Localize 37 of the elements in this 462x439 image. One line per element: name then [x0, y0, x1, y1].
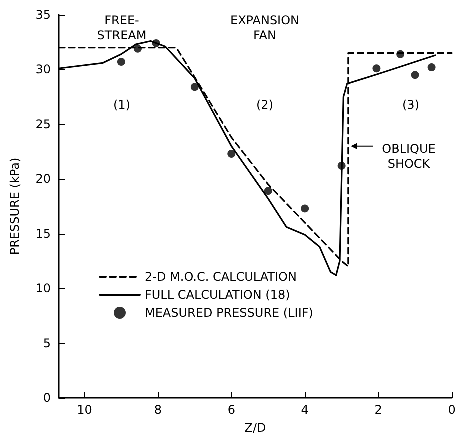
x-tick-label: 10: [77, 403, 92, 417]
legend-label: MEASURED PRESSURE (LIIF): [145, 306, 314, 320]
point: [372, 64, 381, 73]
annotation: (1): [114, 98, 130, 112]
point: [117, 58, 126, 66]
annotation: FREE- STREAM: [97, 14, 147, 42]
annotation: (2): [256, 98, 274, 112]
x-tick-label: 2: [374, 403, 382, 417]
y-tick-label: 30: [36, 62, 51, 77]
point: [152, 39, 160, 48]
annotation: OBLIQUE SHOCK: [382, 142, 436, 171]
point: [411, 71, 420, 80]
y-tick-label: 5: [43, 336, 51, 350]
point: [428, 64, 436, 72]
y-tick-label: 35: [36, 8, 51, 22]
x-tick-label: 0: [448, 403, 456, 417]
annotation: (3): [402, 98, 420, 112]
y-tick-label: 0: [43, 391, 51, 405]
y-axis-title: PRESSURE (kPa): [8, 158, 22, 256]
y-tick-label: 25: [36, 117, 51, 132]
point: [338, 162, 346, 170]
point: [190, 83, 199, 92]
point: [228, 150, 236, 158]
x-tick-label: 4: [301, 403, 309, 417]
y-tick-label: 15: [36, 226, 51, 241]
legend-label: FULL CALCULATION (18): [145, 288, 290, 302]
y-tick-label: 10: [36, 282, 51, 296]
legend-label: 2-D M.O.C. CALCULATION: [145, 270, 297, 284]
x-tick-label: 8: [154, 403, 162, 417]
x-tick-label: 6: [228, 403, 236, 417]
point: [264, 187, 272, 196]
point: [396, 50, 405, 58]
point: [134, 44, 142, 53]
x-axis-title: Z/D: [244, 421, 266, 435]
y-tick-label: 20: [36, 172, 51, 186]
point: [301, 204, 310, 213]
annotation: EXPANSION FAN: [230, 14, 300, 42]
